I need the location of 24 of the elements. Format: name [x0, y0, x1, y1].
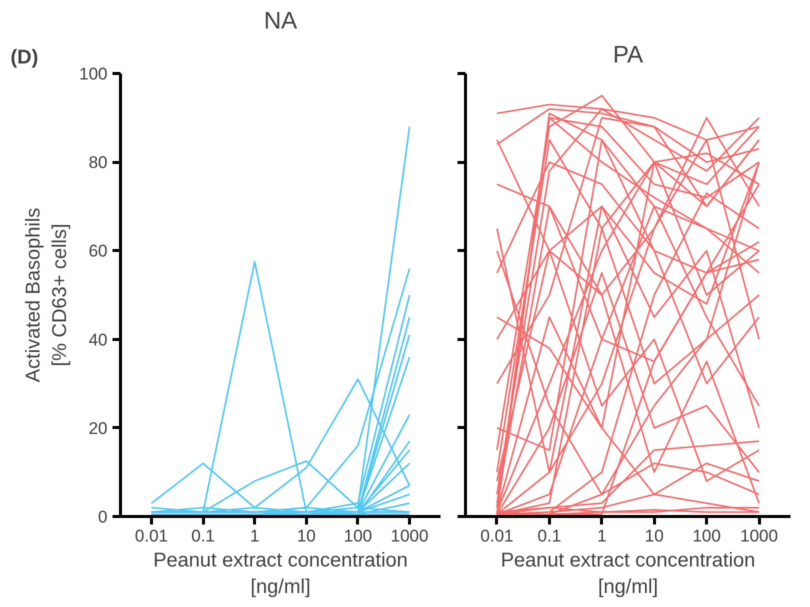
y-tick-label: 80: [88, 153, 108, 172]
x-axis-title: Peanut extract concentration [ng/ml]: [500, 550, 756, 598]
x-tick-label: 10: [644, 526, 664, 546]
x-tick-label: 1000: [390, 526, 428, 546]
x-axis-title: Peanut extract concentration [ng/ml]: [153, 550, 408, 598]
chart-title: NA: [264, 8, 298, 34]
x-tick-label: 1000: [740, 526, 778, 546]
x-tick-label: 10: [296, 526, 316, 546]
y-axis-title: Activated Basophils [% CD63+ cells]: [22, 208, 72, 382]
y-tick-label: 0: [98, 508, 108, 526]
x-tick-label: 0.1: [191, 526, 215, 546]
text: (D): [10, 46, 38, 68]
x-tick-label: 100: [344, 526, 372, 546]
x-tick-label: 0.01: [480, 526, 514, 546]
x-tick-label: 100: [692, 526, 721, 546]
y-tick-label: 40: [88, 330, 108, 350]
x-tick-label: 0.01: [134, 526, 168, 546]
y-tick-label: 60: [88, 242, 108, 261]
chart-title: PA: [612, 42, 644, 68]
x-tick-label: 1: [597, 526, 607, 546]
y-tick-label: 20: [88, 418, 108, 438]
y-tick-label: 100: [79, 64, 108, 84]
x-tick-label: 0.1: [538, 526, 562, 546]
x-tick-label: 1: [250, 526, 260, 546]
